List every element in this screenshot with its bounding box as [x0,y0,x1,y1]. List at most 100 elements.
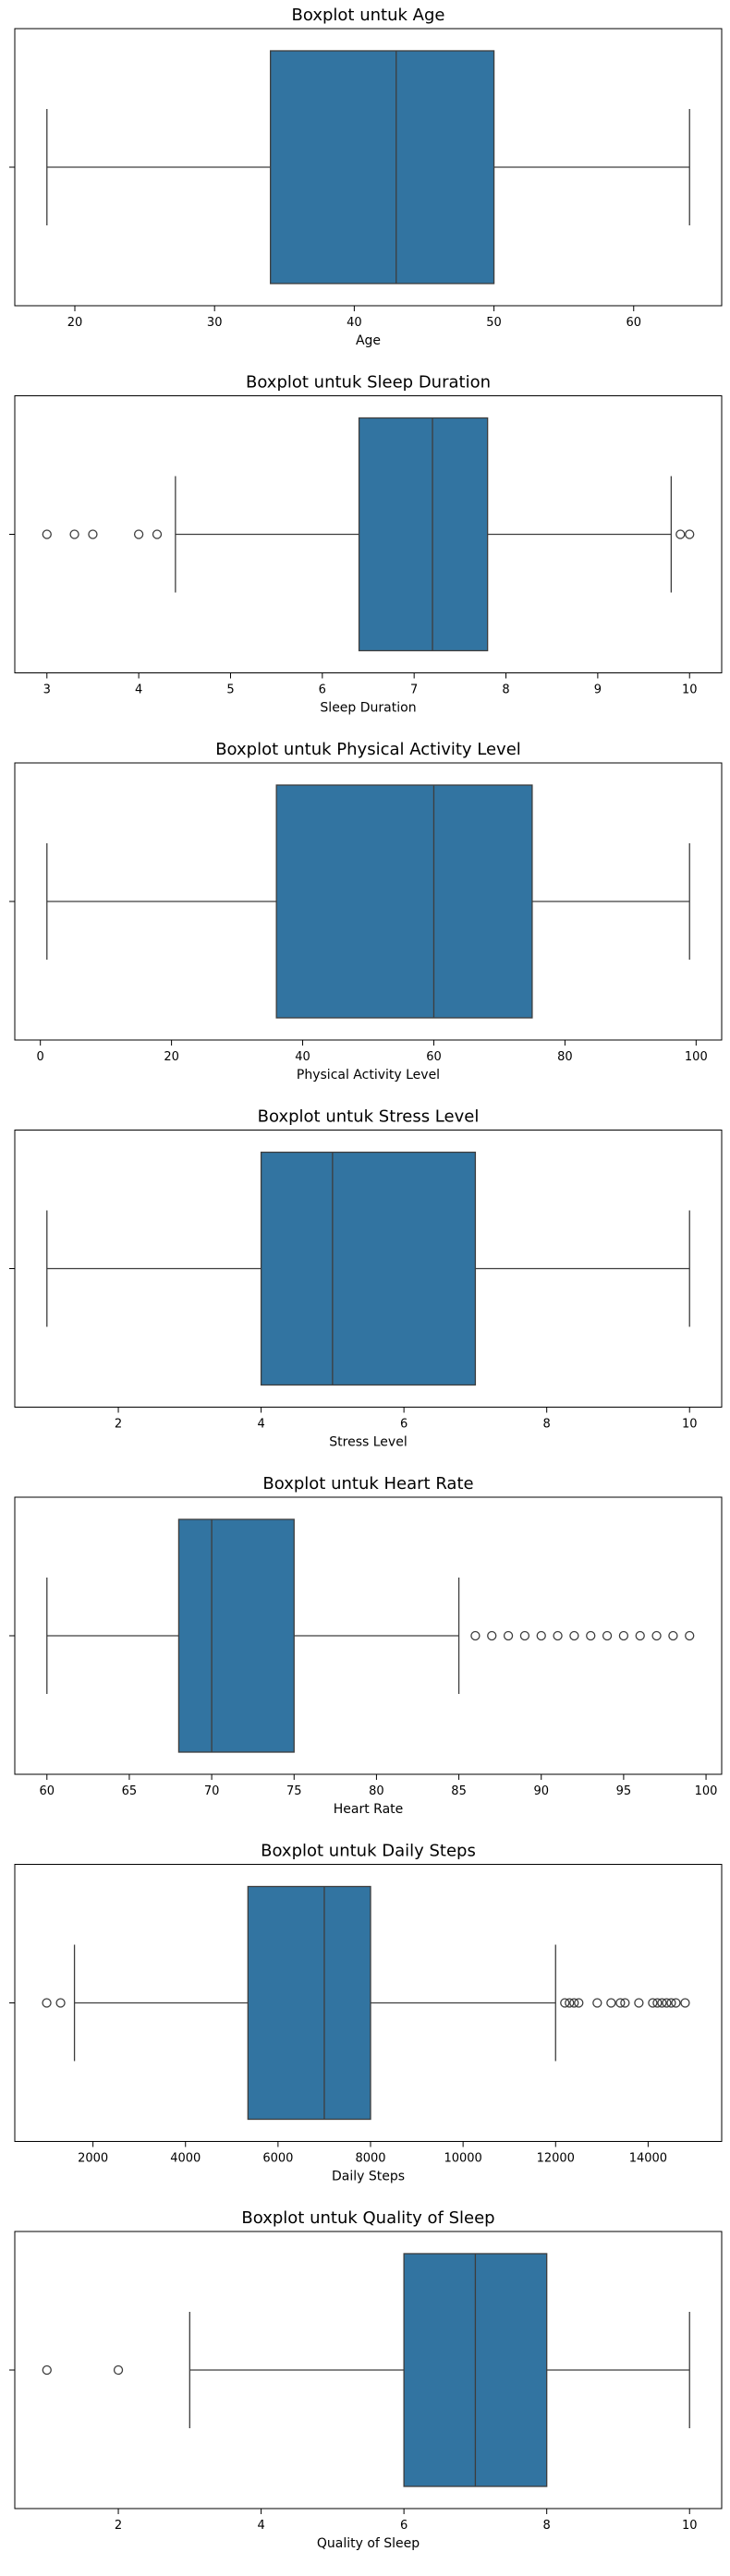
boxplot-panel: Boxplot untuk Heart Rate 60 65 70 75 80 85 90 95… [9,1474,723,1817]
outlier-point [671,1998,681,2008]
outlier-point [602,1630,613,1641]
x-tick-label: 100 [695,1784,718,1798]
boxplot-panel: Boxplot untuk Daily Steps 2000 4000 6000 800… [9,1842,723,2184]
outlier-point [487,1630,497,1641]
x-tick-label: 60 [626,316,641,330]
x-tick-label: 20 [67,316,83,330]
outlier-point [133,529,144,539]
outlier-point [553,1630,563,1641]
chart-title: Boxplot untuk Quality of Sleep [241,2208,494,2228]
outlier-point [560,1998,570,2008]
outlier-point [634,1998,644,2008]
x-tick-label: 30 [207,316,223,330]
axes-frame [14,762,723,1041]
chart-title: Boxplot untuk Sleep Duration [246,373,491,393]
outlier-point [675,529,686,539]
x-tick-label: 4 [257,1418,264,1432]
outlier-point [668,1630,678,1641]
outlier-point [569,1630,579,1641]
x-tick-label: 40 [347,316,362,330]
x-tick-label: 10 [682,1418,698,1432]
x-tick-label: 90 [533,1784,549,1798]
chart-title: Boxplot untuk Physical Activity Level [215,740,521,759]
outlier-point [652,1998,663,2008]
chart-title: Boxplot untuk Age [292,6,445,25]
axes-frame [14,28,723,307]
x-tick-label: 95 [616,1784,632,1798]
x-tick-label: 10000 [444,2152,481,2166]
x-tick-label: 2000 [78,2152,108,2166]
outlier-point [592,1998,602,2008]
x-tick-label: 40 [295,1050,310,1064]
outlier-point [503,1630,514,1641]
x-axis-label: Heart Rate [334,1802,404,1817]
outlier-point [113,2364,124,2376]
outlier-point [680,1998,690,2008]
outlier-point [88,529,98,539]
boxplot-panel: Boxplot untuk Sleep Duration 3 4 5 6 7 8 9 10 Sle… [9,373,723,716]
outlier-point [685,1630,695,1641]
x-tick-label: 9 [594,683,602,697]
x-tick-label: 80 [557,1050,573,1064]
x-tick-label: 4 [135,683,142,697]
x-tick-label: 4000 [170,2152,201,2166]
x-axis-label: Physical Activity Level [297,1068,440,1082]
boxplot-panel: Boxplot untuk Age 20 30 40 50 60 Age [9,6,723,348]
outlier-point [42,2364,52,2376]
x-tick-label: 7 [410,683,418,697]
x-axis-label: Quality of Sleep [317,2536,420,2551]
axes-frame [14,1864,723,2142]
outlier-point [635,1630,645,1641]
outlier-point [55,1998,66,2008]
outlier-point [666,1998,676,2008]
x-tick-label: 60 [426,1050,442,1064]
axes-frame [14,1496,723,1775]
outlier-point [606,1998,616,2008]
outlier-point [569,1998,579,2008]
chart-title: Boxplot untuk Stress Level [258,1107,480,1127]
x-tick-label: 10 [682,683,698,697]
iqr-box [247,1885,371,2121]
x-axis-label: Sleep Duration [320,701,416,716]
axes-frame [14,1130,723,1408]
x-tick-label: 6 [400,2519,408,2533]
x-tick-label: 3 [43,683,51,697]
x-tick-label: 60 [39,1784,55,1798]
x-tick-label: 2 [115,2519,122,2533]
outlier-point [620,1998,630,2008]
x-tick-label: 8 [543,2519,551,2533]
x-tick-label: 8 [543,1418,551,1432]
iqr-box [358,417,489,652]
outlier-point [657,1998,667,2008]
x-axis-label: Daily Steps [332,2170,405,2184]
x-tick-label: 0 [37,1050,44,1064]
iqr-box [275,784,533,1019]
outlier-point [618,1630,629,1641]
outlier-point [574,1998,584,2008]
x-tick-label: 20 [164,1050,179,1064]
x-tick-label: 75 [286,1784,302,1798]
outlier-point [42,1998,52,2008]
outlier-point [42,529,52,539]
outlier-point [615,1998,626,2008]
iqr-box [270,50,495,284]
outlier-point [685,529,695,539]
outlier-point [565,1998,575,2008]
chart-title: Boxplot untuk Daily Steps [261,1842,476,1861]
outlier-point [662,1998,672,2008]
axes-frame [14,2231,723,2509]
boxplot-panel: Boxplot untuk Stress Level 2 4 6 8 10 Stress L… [9,1107,723,1450]
x-tick-label: 6 [319,683,326,697]
outlier-point [470,1630,481,1641]
outlier-point [648,1998,658,2008]
iqr-box [177,1518,295,1753]
x-tick-label: 12000 [537,2152,575,2166]
x-axis-label: Age [356,333,381,348]
axes-frame [14,395,723,673]
x-tick-label: 14000 [629,2152,667,2166]
x-tick-label: 70 [204,1784,220,1798]
x-tick-label: 85 [451,1784,467,1798]
boxplot-panel: Boxplot untuk Physical Activity Level 0 20… [9,740,723,1082]
x-tick-label: 6000 [262,2152,293,2166]
